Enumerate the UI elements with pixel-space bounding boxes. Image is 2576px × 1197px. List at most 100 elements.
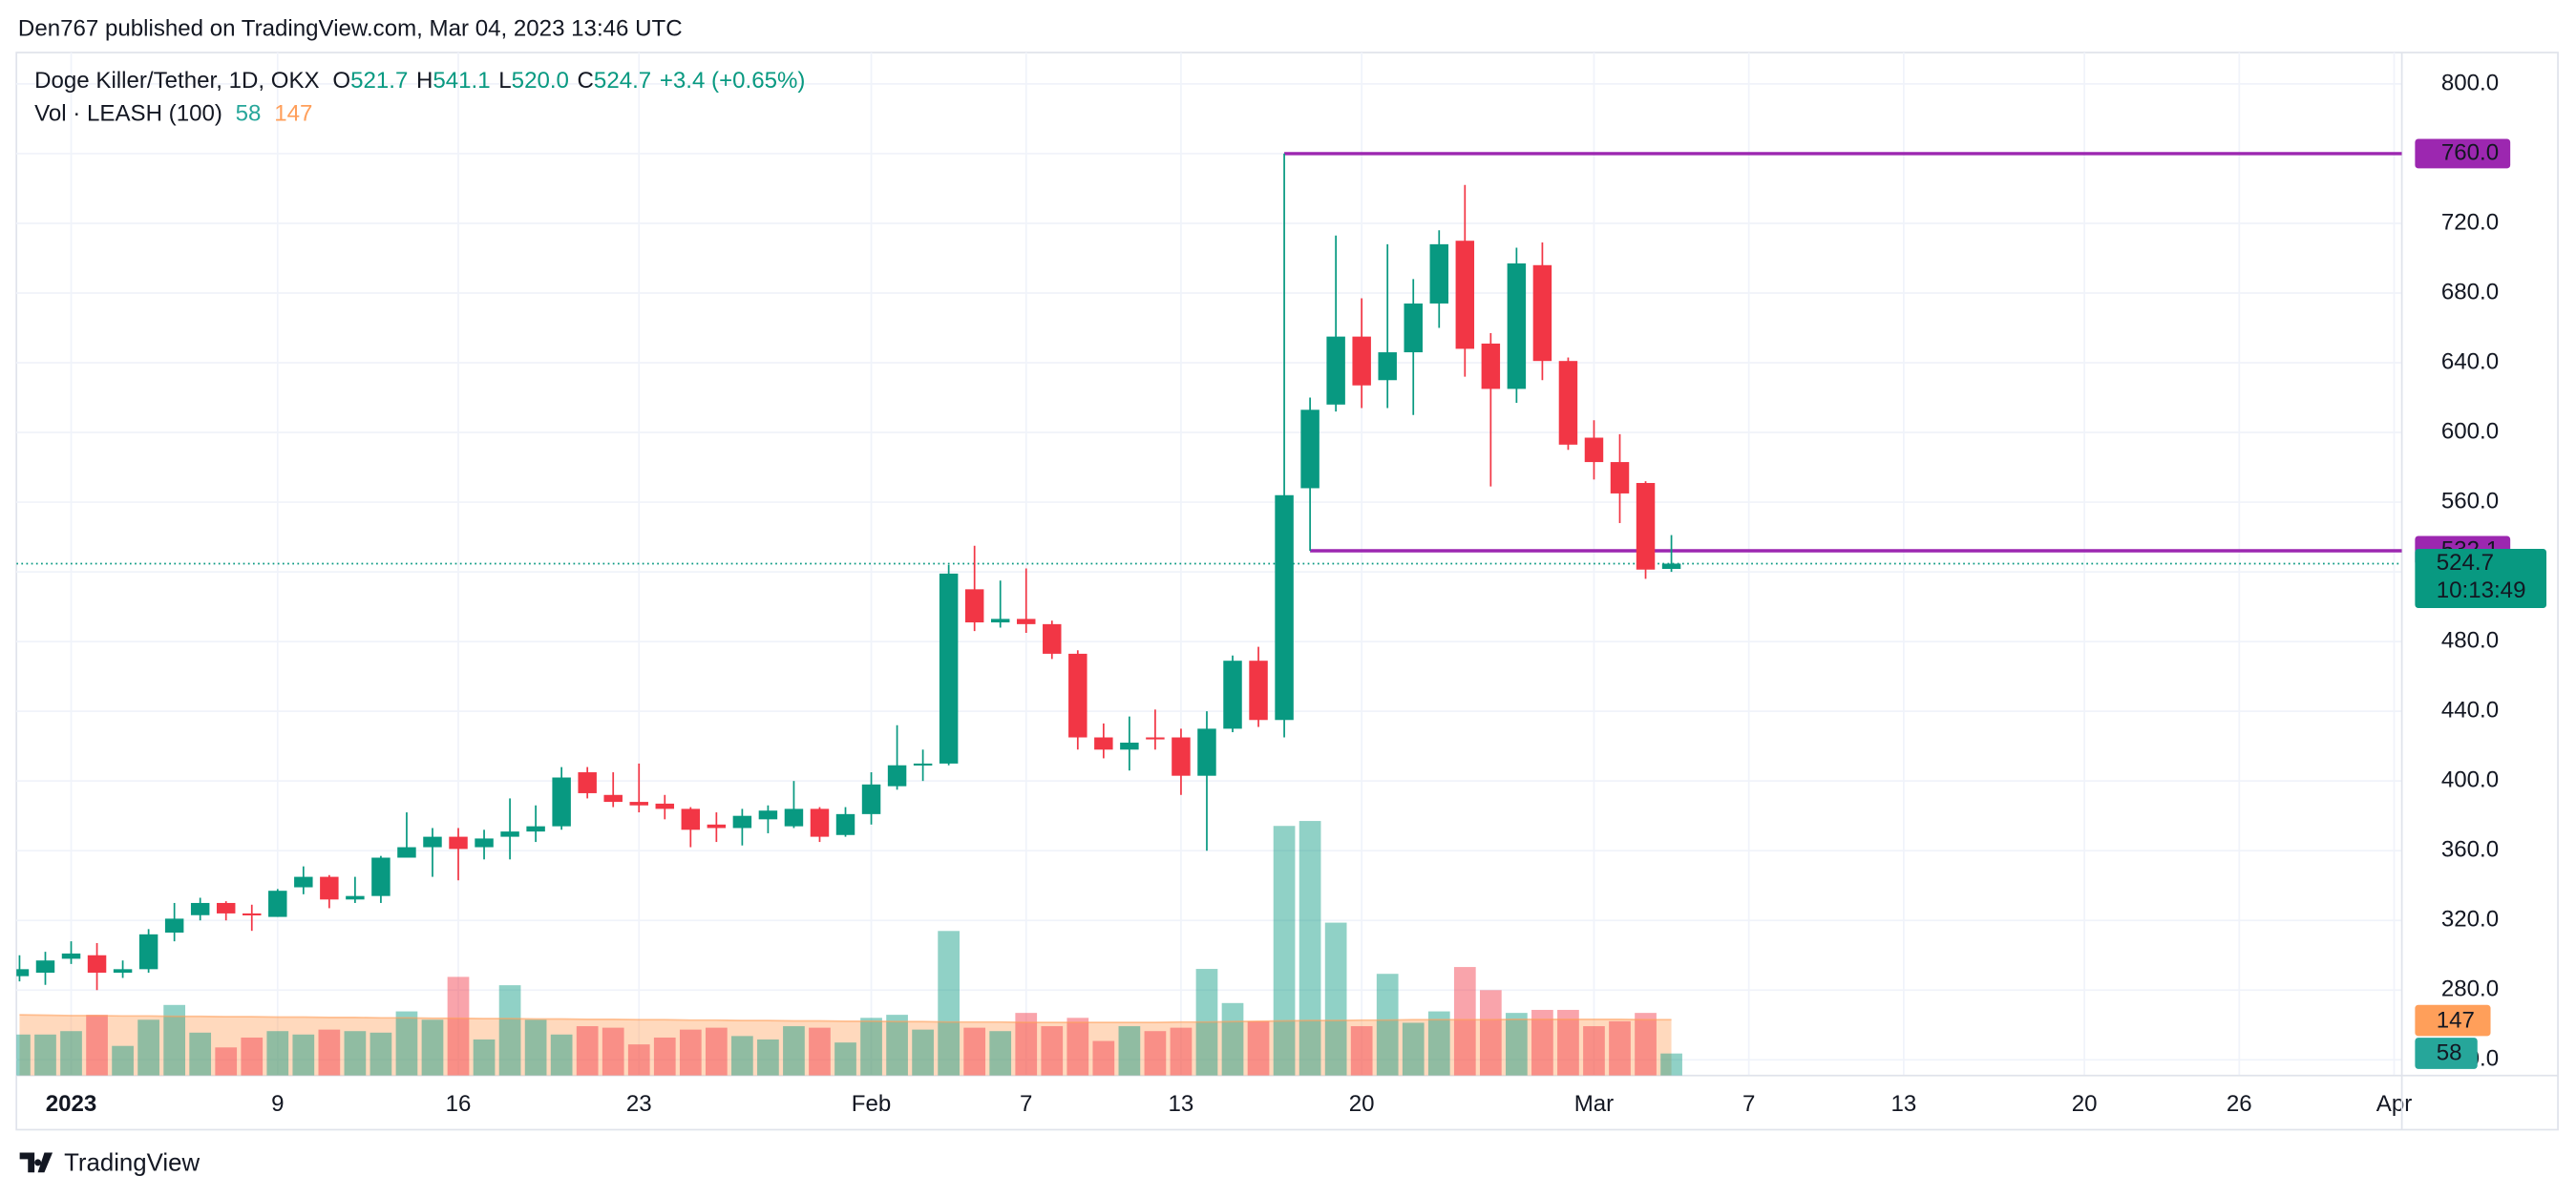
volume-ma-badge-label: 147	[2437, 1007, 2475, 1033]
volume-bar	[1427, 1011, 1450, 1076]
volume-bar	[421, 1019, 444, 1076]
volume-bar	[576, 1026, 599, 1076]
volume-bar	[1557, 1009, 1579, 1076]
volume-bar	[1609, 1020, 1631, 1076]
y-tick-label: 600.0	[2441, 418, 2499, 444]
candle-body	[346, 895, 365, 900]
y-tick-label: 560.0	[2441, 488, 2499, 514]
volume-bar	[473, 1039, 496, 1076]
volume-ma-line	[19, 1014, 1672, 1023]
candle-body	[1429, 243, 1449, 304]
candle-body	[1661, 563, 1681, 569]
legend-change: +3.4 (+0.65%)	[660, 68, 806, 94]
volume-bar	[16, 1034, 31, 1076]
volume-bar	[189, 1032, 212, 1076]
candle-body	[1404, 303, 1423, 353]
y-tick-label: 680.0	[2441, 279, 2499, 304]
volume-bar	[1221, 1002, 1244, 1076]
volume-bar	[1376, 974, 1399, 1076]
volume-bar	[266, 1031, 289, 1076]
volume-bar	[447, 976, 470, 1076]
footer-logo	[19, 1152, 53, 1173]
y-tick-label: 360.0	[2441, 837, 2499, 863]
candle-body	[1120, 743, 1139, 750]
candle-body	[1481, 343, 1501, 389]
legend-key: H	[416, 68, 433, 94]
legend-value: 520.0	[512, 68, 569, 94]
y-tick-label: 720.0	[2441, 209, 2499, 235]
candle-body	[964, 589, 984, 623]
volume-bar	[1247, 1020, 1270, 1076]
volume-bar	[653, 1037, 676, 1076]
candle-body	[1300, 410, 1320, 489]
candle-body	[887, 765, 907, 787]
volume-badge	[2415, 1038, 2478, 1069]
volume-bar	[524, 1019, 547, 1076]
candle-body	[758, 810, 778, 820]
chart-frame	[15, 52, 2559, 1131]
x-tick-label: Apr	[2376, 1091, 2412, 1117]
candle-body	[16, 969, 30, 976]
volume-bar	[989, 1031, 1012, 1076]
x-tick-label: 23	[626, 1091, 652, 1117]
volume-bar	[1479, 990, 1502, 1076]
x-tick-label: 9	[271, 1091, 284, 1117]
candle-body	[1610, 462, 1630, 494]
volume-bar	[1453, 967, 1476, 1076]
candle-body	[913, 763, 933, 766]
x-tick-label: 7	[1020, 1091, 1032, 1117]
volume-bar	[1324, 922, 1347, 1076]
candle-body	[138, 934, 158, 970]
volume-ma-area	[19, 1015, 1672, 1076]
candle-body	[1455, 241, 1475, 349]
candle-body	[990, 619, 1010, 623]
volume-title: Vol · LEASH (100)	[34, 101, 222, 127]
legend-line: Doge Killer/Tether, 1D, OKX O521.7 H541.1 L…	[34, 68, 805, 94]
x-tick-label: Mar	[1574, 1091, 1614, 1117]
candle-body	[1326, 336, 1345, 405]
candle-body	[449, 836, 468, 850]
volume-bar	[1015, 1013, 1038, 1076]
volume-bar	[1066, 1018, 1089, 1076]
volume-bar	[809, 1027, 831, 1076]
volume-bar	[627, 1044, 650, 1076]
y-tick-label: 480.0	[2441, 627, 2499, 653]
candle-body	[835, 813, 855, 835]
candle-body	[1223, 661, 1242, 729]
volume-bar	[163, 1004, 186, 1076]
candle-body	[939, 573, 959, 764]
x-tick-label: 16	[446, 1091, 472, 1117]
y-tick-label: 440.0	[2441, 698, 2499, 724]
volume-bar	[1144, 1031, 1167, 1076]
volume-bar	[498, 985, 521, 1076]
candle-body	[1094, 737, 1113, 750]
x-tick-label: 7	[1742, 1091, 1755, 1117]
x-tick-label: 26	[2227, 1091, 2252, 1117]
volume-bar	[757, 1039, 779, 1076]
countdown-label: 10:13:49	[2437, 578, 2526, 603]
candle-body	[681, 808, 701, 830]
candle-body	[655, 803, 675, 809]
volume-bar	[679, 1029, 702, 1076]
volume-bar	[912, 1029, 934, 1076]
volume-bar	[1402, 1022, 1425, 1076]
volume-bar	[86, 1015, 108, 1076]
volume-bar	[834, 1042, 856, 1076]
candle-body	[810, 808, 830, 837]
candle-body	[61, 953, 81, 959]
candle-body	[1146, 737, 1165, 740]
candle-body	[603, 794, 623, 803]
legend-symbol: Doge Killer/Tether, 1D, OKX	[34, 68, 319, 94]
candle-body	[1017, 619, 1036, 624]
candle-body	[526, 826, 545, 832]
candle-body	[1068, 653, 1087, 738]
candle-body	[1043, 623, 1062, 654]
y-tick-label: 640.0	[2441, 348, 2499, 374]
candle-body	[1507, 262, 1527, 389]
volume-bar	[1118, 1026, 1141, 1076]
x-tick-label: 13	[1890, 1091, 1916, 1117]
volume-bar	[215, 1047, 238, 1076]
volume-bar	[1660, 1053, 1682, 1076]
footer-brand: TradingView	[64, 1149, 200, 1176]
